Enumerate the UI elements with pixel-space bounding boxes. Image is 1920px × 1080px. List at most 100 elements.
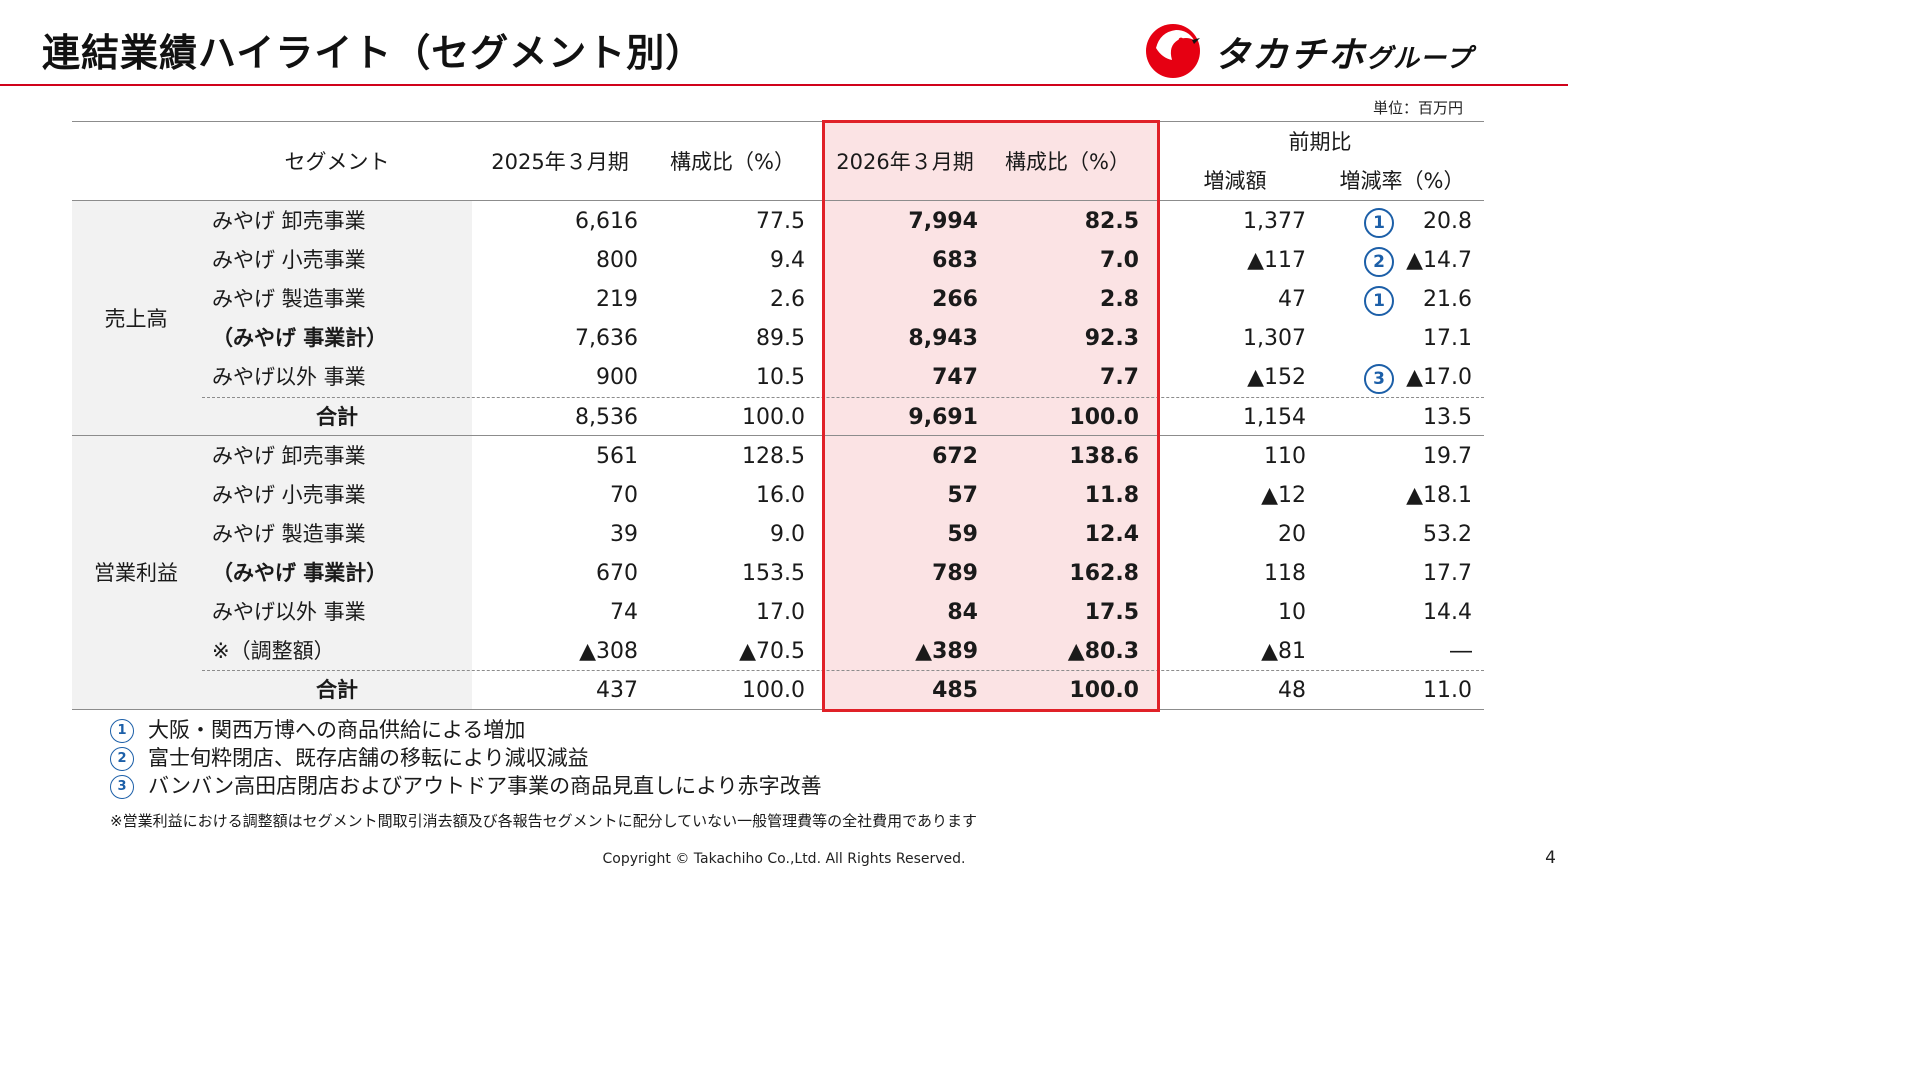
cell-ratio2025: 100.0 — [742, 678, 805, 704]
segment-name: ※（調整額） — [212, 639, 335, 664]
note-number-icon: 3 — [110, 775, 134, 799]
cell-ratio2025: 77.5 — [756, 209, 805, 234]
cell-ratio2026: 11.8 — [1084, 482, 1139, 508]
cell-change-amount: 48 — [1278, 678, 1306, 704]
cell-fy2025: 670 — [596, 560, 638, 586]
cell-ratio2026: 2.8 — [1100, 287, 1139, 313]
logo-suffix: グループ — [1366, 44, 1473, 74]
cell-fy2025: 70 — [610, 482, 638, 508]
cell-change-amount: 1,307 — [1243, 326, 1306, 352]
total-label: 合計 — [316, 678, 358, 703]
cell-ratio2026: 12.4 — [1084, 521, 1139, 547]
cell-fy2025: 6,616 — [575, 209, 638, 234]
table-header-rule — [72, 200, 1484, 201]
note-text: 富士旬粋閉店、既存店舗の移転により減収減益 — [148, 746, 589, 770]
cell-fy2026: 8,943 — [908, 326, 978, 352]
segment-name: みやげ 製造事業 — [212, 521, 366, 546]
cell-ratio2026: 162.8 — [1069, 560, 1139, 586]
cell-ratio2025: ▲70.5 — [739, 639, 805, 665]
cell-change-rate: 17.7 — [1423, 560, 1472, 586]
cell-fy2025: 437 — [596, 678, 638, 704]
header-segment: セグメント — [284, 150, 390, 174]
cell-change-amount: ▲152 — [1247, 365, 1306, 391]
cell-ratio2026: 7.7 — [1100, 365, 1139, 391]
segment-name: みやげ以外 事業 — [212, 600, 366, 624]
cell-change-rate: ▲17.0 — [1406, 365, 1472, 391]
total-label: 合計 — [316, 404, 358, 429]
page-number: 4 — [1545, 848, 1556, 868]
cell-fy2025: ▲308 — [579, 639, 638, 665]
fy2026-highlight-frame — [822, 120, 1160, 712]
cell-ratio2025: 89.5 — [756, 326, 805, 352]
section-bottom-rule — [72, 708, 1484, 710]
header-change-amount: 増減額 — [1203, 169, 1267, 193]
cell-change-amount: ▲12 — [1261, 482, 1306, 508]
note-number-icon: 2 — [110, 747, 134, 771]
cell-ratio2025: 153.5 — [742, 560, 805, 586]
logo-text: タカチホグループ — [1214, 26, 1472, 78]
cell-ratio2025: 10.5 — [756, 365, 805, 391]
cell-fy2026: 7,994 — [908, 209, 978, 234]
adjustment-footnote: ※営業利益における調整額はセグメント間取引消去額及び各報告セグメントに配分してい… — [110, 812, 977, 830]
cell-change-amount: 20 — [1278, 521, 1306, 547]
cell-change-rate: 14.4 — [1423, 600, 1472, 625]
cell-ratio2026: 100.0 — [1069, 678, 1139, 704]
cell-change-amount: 118 — [1264, 560, 1306, 586]
cell-fy2025: 7,636 — [575, 326, 638, 352]
cell-change-amount: 1,154 — [1243, 404, 1306, 430]
note-item: 1 大阪・関西万博への商品供給による増加 — [110, 716, 525, 744]
header-ratio2026: 構成比（%） — [1005, 150, 1130, 174]
segment-name: みやげ 製造事業 — [212, 287, 366, 312]
cell-fy2025: 39 — [610, 521, 638, 547]
segment-name: みやげ以外 事業 — [212, 365, 366, 390]
company-logo: タカチホグループ — [1142, 18, 1532, 80]
segment-name: みやげ 卸売事業 — [212, 443, 366, 468]
title-divider — [0, 84, 1568, 86]
cell-ratio2026: 100.0 — [1069, 404, 1139, 430]
cell-ratio2025: 16.0 — [756, 482, 805, 508]
table-top-rule — [72, 121, 1484, 122]
section-bottom-rule — [72, 435, 1484, 437]
segment-name: （みやげ 事業計） — [212, 560, 388, 585]
cell-ratio2026: 82.5 — [1084, 209, 1139, 234]
cell-change-amount: 10 — [1278, 600, 1306, 625]
total-separator — [202, 670, 1484, 672]
note-marker-icon: 3 — [1364, 363, 1394, 394]
note-item: 3 バンバン高田店閉店およびアウトドア事業の商品見直しにより赤字改善 — [110, 772, 822, 800]
cell-fy2026: 789 — [932, 560, 978, 586]
cell-change-amount: 1,377 — [1243, 209, 1306, 234]
cell-fy2026: 747 — [932, 365, 978, 391]
cell-fy2026: 57 — [947, 482, 978, 508]
cell-ratio2026: ▲80.3 — [1067, 639, 1139, 665]
cell-ratio2025: 9.4 — [770, 248, 805, 274]
cell-change-rate: 13.5 — [1423, 404, 1472, 430]
cell-fy2025: 561 — [596, 443, 638, 469]
cell-change-rate: 19.7 — [1423, 443, 1472, 469]
cell-change-rate: 17.1 — [1423, 326, 1472, 352]
cell-fy2025: 800 — [596, 248, 638, 274]
cell-ratio2026: 138.6 — [1069, 443, 1139, 469]
header-fy2026: 2026年３月期 — [836, 150, 974, 174]
cell-change-amount: 47 — [1278, 287, 1306, 313]
cell-change-rate: 21.6 — [1423, 287, 1472, 313]
header-change-rate: 増減率（%） — [1339, 169, 1465, 193]
note-number-icon: 1 — [110, 719, 134, 743]
section-label: 売上高 — [104, 306, 168, 331]
copyright: Copyright © Takachiho Co.,Ltd. All Right… — [602, 851, 966, 867]
header-yoy: 前期比 — [1288, 130, 1352, 154]
note-text: バンバン高田店閉店およびアウトドア事業の商品見直しにより赤字改善 — [148, 774, 822, 798]
segment-name: （みやげ 事業計） — [212, 326, 388, 351]
cell-ratio2025: 2.6 — [770, 287, 805, 313]
cell-change-rate: 53.2 — [1423, 521, 1472, 547]
cell-change-amount: 110 — [1264, 443, 1306, 469]
segment-name: みやげ 卸売事業 — [212, 209, 366, 233]
cell-fy2026: 266 — [932, 287, 978, 313]
cell-fy2026: ▲389 — [915, 639, 978, 665]
cell-fy2026: 672 — [932, 443, 978, 469]
cell-ratio2025: 17.0 — [756, 600, 805, 625]
segment-name: みやげ 小売事業 — [212, 248, 366, 273]
cell-fy2026: 84 — [947, 600, 978, 625]
header-fy2025: 2025年３月期 — [491, 150, 629, 174]
cell-change-rate: ▲14.7 — [1406, 248, 1472, 274]
cell-fy2025: 8,536 — [575, 404, 638, 430]
